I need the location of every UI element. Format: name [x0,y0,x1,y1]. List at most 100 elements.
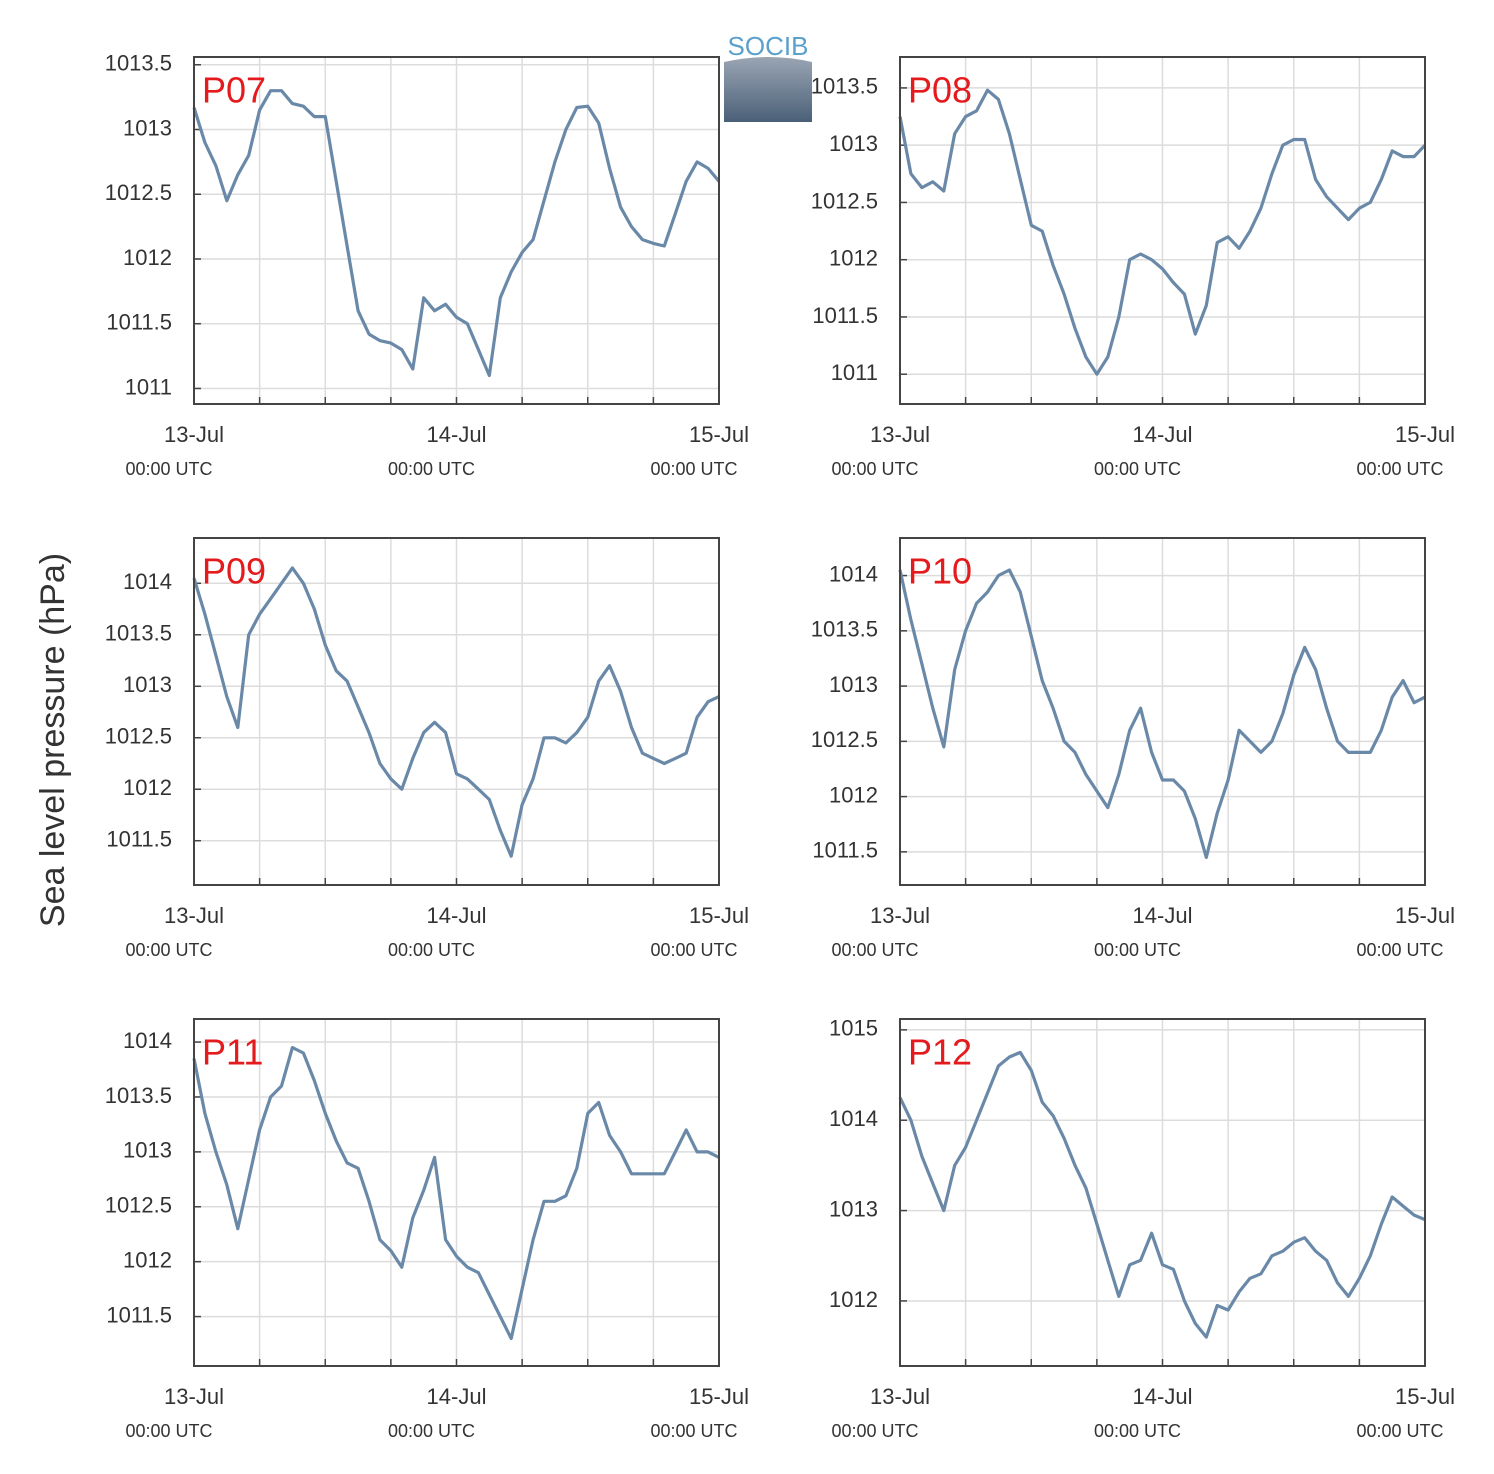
panel: 1011.5 1012 1012.5 1013 1013.5 1014 13-Jul 00:0… [105,537,749,960]
x-tick-label: 14-Jul [1133,1384,1193,1409]
x-tick-label: 13-Jul [164,1384,224,1409]
x-tick-sublabel: 00:00 UTC [388,940,475,960]
plot-frame [193,1018,720,1367]
x-tick-label: 14-Jul [427,1384,487,1409]
panel: 1011 1011.5 1012 1012.5 1013 1013.5 13-Jul 00:0… [105,51,749,479]
y-tick-label: 1014 [829,561,878,586]
plot-frame [899,537,1426,886]
x-tick-label: 13-Jul [164,422,224,447]
y-tick-label: 1013 [123,115,172,140]
panel-label: P07 [202,70,266,111]
y-tick-label: 1011.5 [812,303,878,328]
plot-frame [193,537,720,886]
x-tick-label: 15-Jul [1395,422,1455,447]
y-tick-label: 1011.5 [812,838,878,863]
y-tick-label: 1012 [829,1287,878,1312]
plot-frame [899,56,1426,405]
y-tick-label: 1012 [123,245,172,270]
y-tick-label: 1012.5 [105,180,172,205]
series-line [898,568,1426,859]
x-tick-label: 14-Jul [1133,903,1193,928]
y-tick-label: 1011 [831,360,878,385]
y-tick-label: 1012.5 [811,727,878,752]
panel: 1011 1011.5 1012 1012.5 1013 1013.5 13-Jul 00:0… [811,56,1455,479]
y-tick-label: 1013 [829,672,878,697]
y-tick-label: 1014 [829,1106,878,1131]
series-line [898,88,1427,376]
y-tick-label: 1013 [123,1138,172,1163]
panel-label: P11 [202,1032,263,1073]
series-line [192,1046,720,1341]
y-tick-label: 1014 [123,569,172,594]
plot-frame [899,1018,1426,1367]
x-tick-sublabel: 00:00 UTC [125,940,212,960]
x-tick-label: 13-Jul [870,1384,930,1409]
y-tick-label: 1012.5 [105,724,172,749]
logo: SOCIB [724,31,812,122]
x-tick-label: 14-Jul [1133,422,1193,447]
x-tick-sublabel: 00:00 UTC [650,1421,737,1441]
y-tick-label: 1012.5 [105,1193,172,1218]
x-tick-sublabel: 00:00 UTC [1356,940,1443,960]
x-tick-sublabel: 00:00 UTC [388,1421,475,1441]
panel-label: P08 [908,70,972,111]
y-tick-label: 1012 [829,246,878,271]
x-tick-sublabel: 00:00 UTC [125,1421,212,1441]
y-tick-label: 1012.5 [811,188,878,213]
x-tick-sublabel: 00:00 UTC [831,940,918,960]
y-tick-label: 1014 [123,1028,172,1053]
y-tick-label: 1011.5 [106,1302,172,1327]
y-tick-label: 1011.5 [106,310,172,335]
y-tick-label: 1012 [123,775,172,800]
x-tick-sublabel: 00:00 UTC [650,459,737,479]
panel: 1011.5 1012 1012.5 1013 1013.5 1014 13-Jul 00:0… [105,1018,749,1441]
x-tick-sublabel: 00:00 UTC [1094,459,1181,479]
x-tick-sublabel: 00:00 UTC [831,1421,918,1441]
y-tick-label: 1013.5 [811,617,878,642]
x-tick-label: 15-Jul [1395,903,1455,928]
x-tick-sublabel: 00:00 UTC [388,459,475,479]
y-tick-label: 1013 [829,1196,878,1221]
panel-label: P10 [908,551,972,592]
series-line [192,566,720,858]
y-axis-label: Sea level pressure (hPa) [34,553,72,927]
panel-label: P12 [908,1032,972,1073]
x-tick-label: 14-Jul [427,422,487,447]
y-tick-label: 1013 [123,672,172,697]
series-line [192,89,721,378]
y-tick-label: 1013.5 [105,51,172,76]
x-tick-sublabel: 00:00 UTC [125,459,212,479]
y-tick-label: 1015 [829,1016,878,1041]
x-tick-label: 13-Jul [870,903,930,928]
x-tick-sublabel: 00:00 UTC [1356,459,1443,479]
panel: 1012 1013 1014 1015 13-Jul 00:00 UTC 14-Jul 00:… [829,1016,1455,1441]
x-tick-label: 13-Jul [870,422,930,447]
x-tick-label: 15-Jul [689,903,749,928]
y-tick-label: 1013.5 [105,1083,172,1108]
x-tick-sublabel: 00:00 UTC [1356,1421,1443,1441]
panel-label: P09 [202,551,266,592]
y-tick-label: 1012 [123,1247,172,1272]
logo-shape [724,57,812,122]
x-tick-sublabel: 00:00 UTC [1094,1421,1181,1441]
x-tick-label: 15-Jul [1395,1384,1455,1409]
x-tick-label: 15-Jul [689,1384,749,1409]
series-line [898,1050,1426,1339]
x-tick-label: 15-Jul [689,422,749,447]
y-tick-label: 1013 [829,131,878,156]
y-tick-label: 1011.5 [106,827,172,852]
x-tick-sublabel: 00:00 UTC [831,459,918,479]
logo-text: SOCIB [728,31,809,61]
y-tick-label: 1012 [829,782,878,807]
y-tick-label: 1013.5 [811,74,878,99]
plot-frame [193,56,720,405]
y-tick-label: 1013.5 [105,621,172,646]
panel: 1011.5 1012 1012.5 1013 1013.5 1014 13-Jul 00:0… [811,537,1455,960]
x-tick-label: 14-Jul [427,903,487,928]
x-tick-sublabel: 00:00 UTC [1094,940,1181,960]
x-tick-label: 13-Jul [164,903,224,928]
y-tick-label: 1011 [125,374,172,399]
x-tick-sublabel: 00:00 UTC [650,940,737,960]
